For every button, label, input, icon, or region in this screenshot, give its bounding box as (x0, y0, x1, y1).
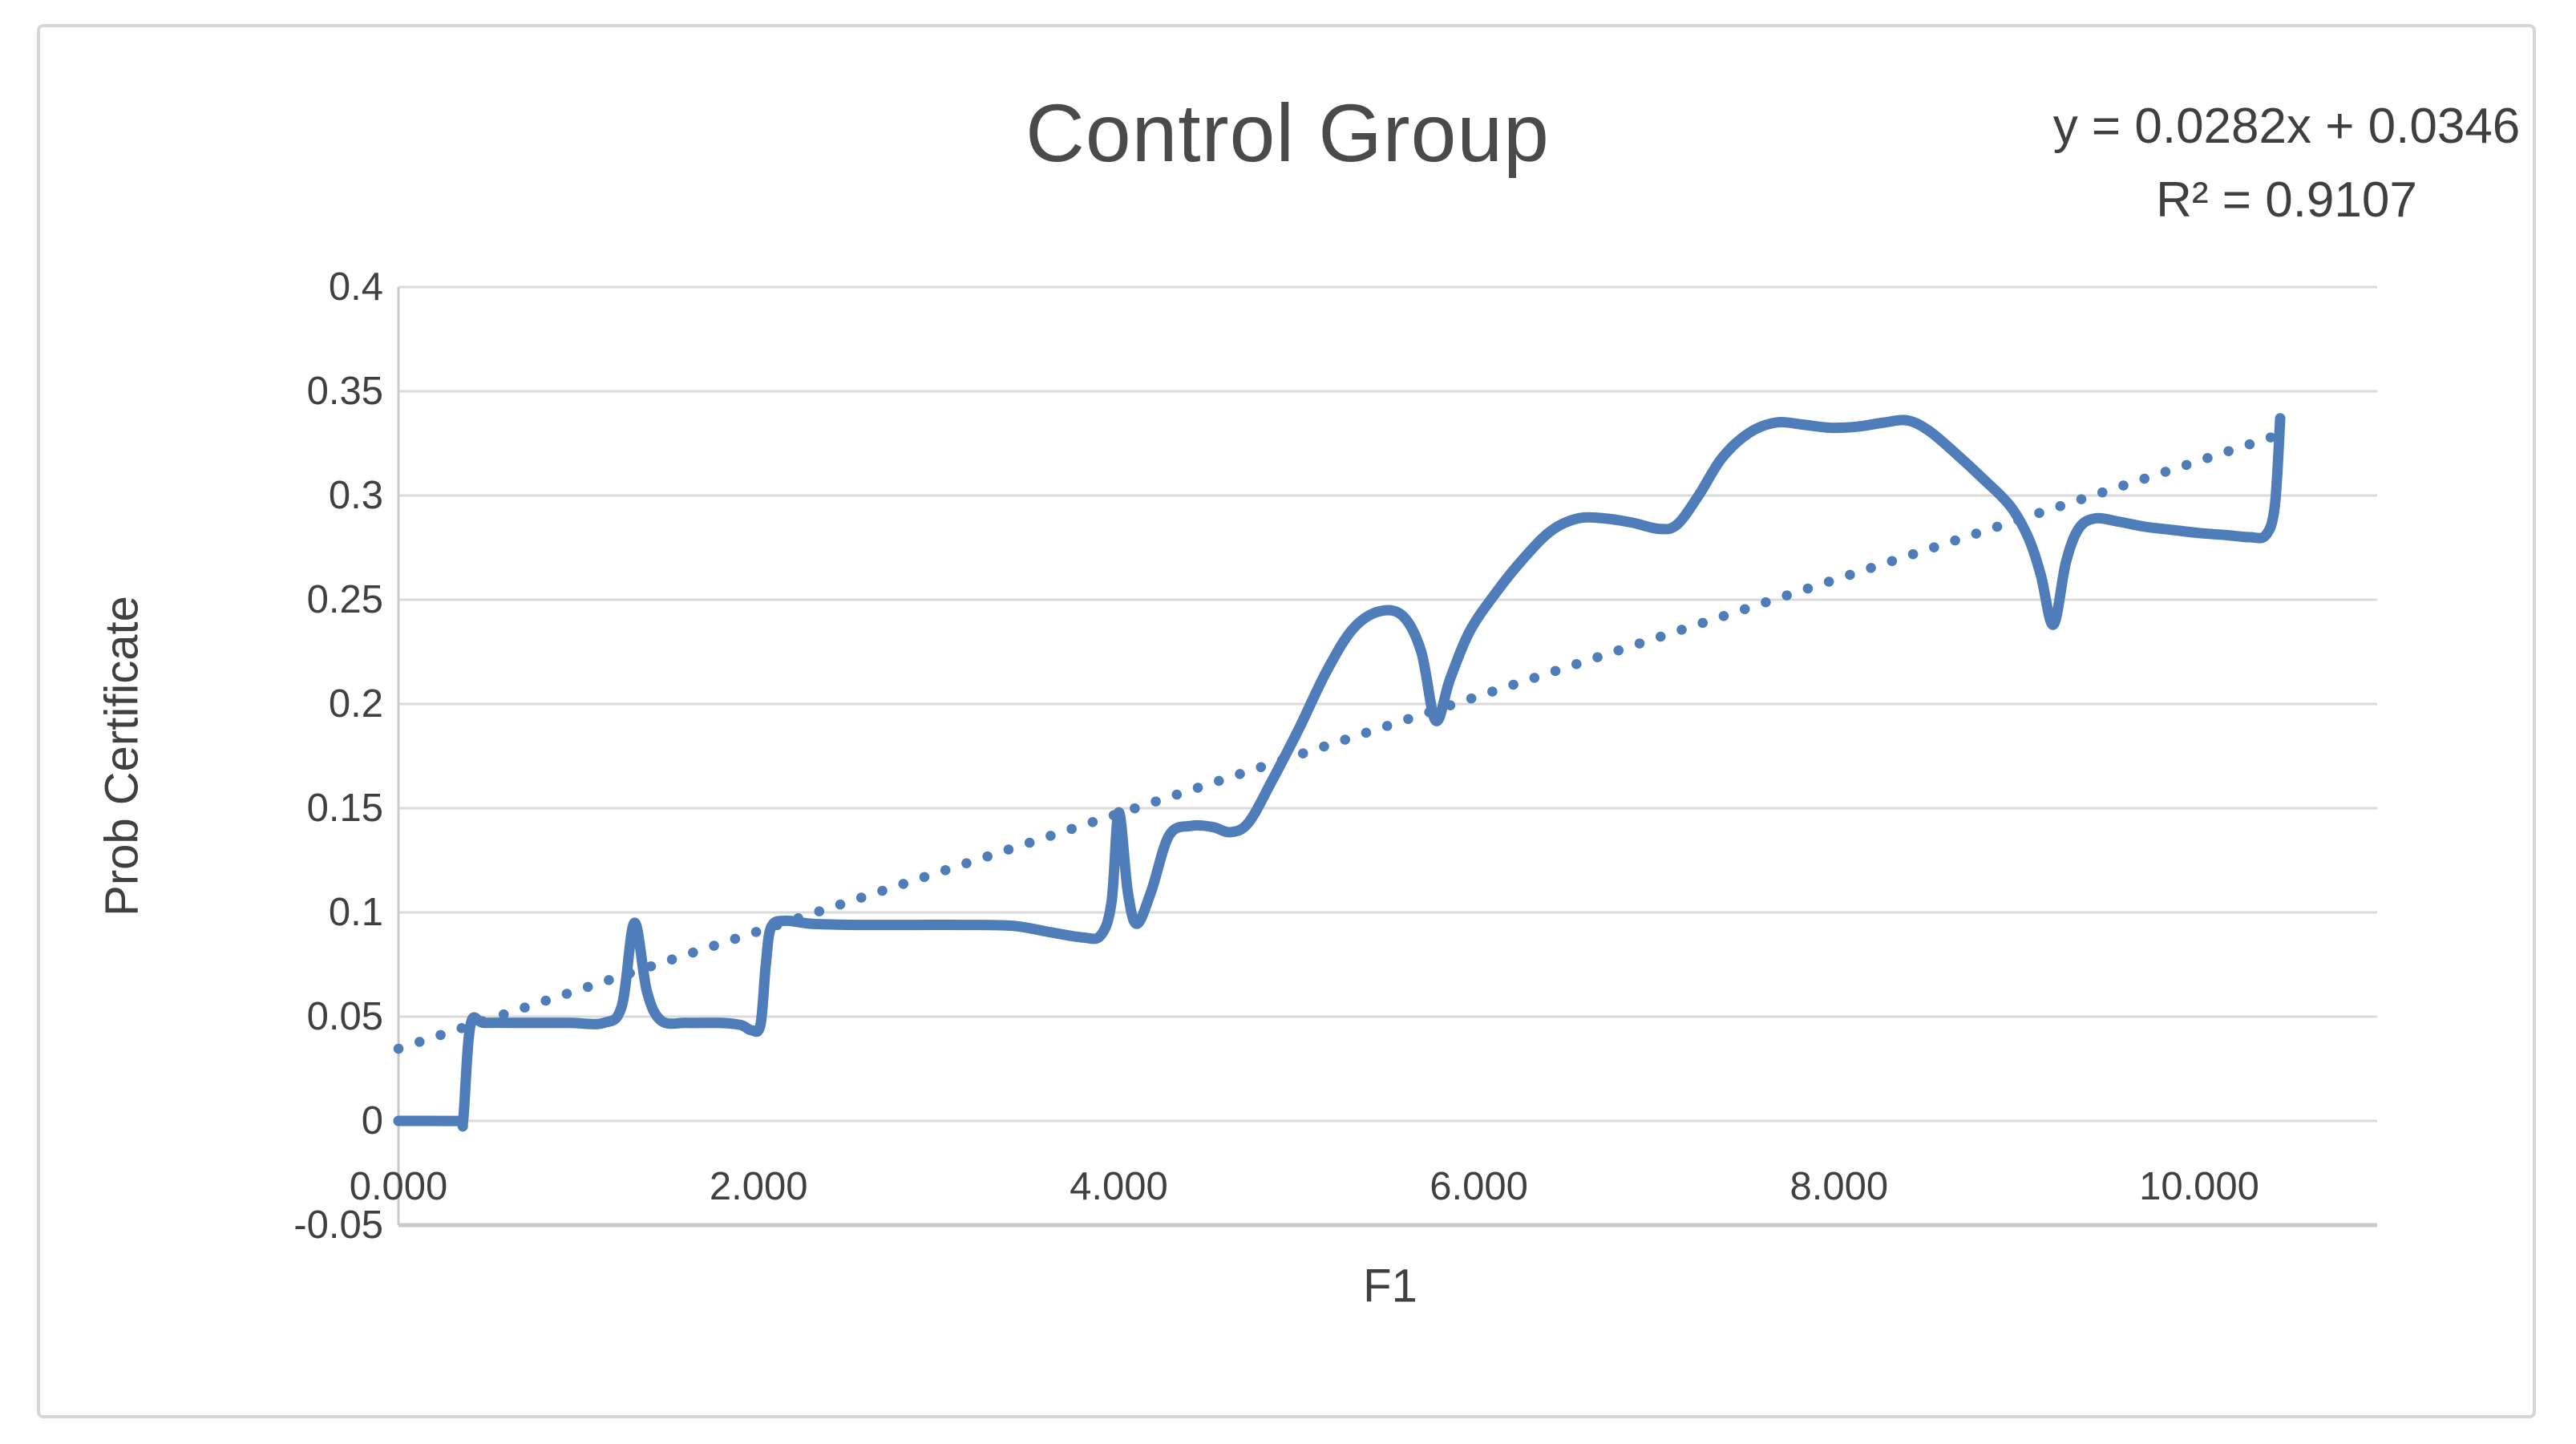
x-tick-label: 8.000 (1789, 1165, 1889, 1208)
y-tick-label: 0.1 (328, 891, 383, 934)
y-tick-label: 0.15 (306, 787, 383, 830)
x-tick-label: 4.000 (1070, 1165, 1168, 1208)
x-tick-label: 0.000 (349, 1165, 448, 1208)
x-tick-label: 10.000 (2139, 1165, 2259, 1208)
y-tick-label: 0.3 (328, 474, 383, 517)
trendline-equation-line: y = 0.0282x + 0.0346 (2052, 99, 2521, 154)
y-tick-label: 0.4 (328, 265, 383, 309)
y-tick-label: 0.05 (306, 995, 383, 1038)
chart-frame (37, 24, 2536, 1418)
x-tick-label: 2.000 (709, 1165, 808, 1208)
y-axis-title: Prob Certificate (95, 596, 148, 916)
trendline-equation: y = 0.0282x + 0.0346 R² = 0.9107 (2053, 90, 2521, 237)
y-tick-label: 0.2 (328, 682, 383, 726)
x-tick-label: 6.000 (1430, 1165, 1528, 1208)
y-tick-label: 0 (361, 1099, 383, 1143)
y-tick-label: -0.05 (293, 1203, 383, 1247)
x-axis-title: F1 (1363, 1260, 1417, 1313)
chart-title: Control Group (1025, 87, 1550, 179)
trendline-dotted (393, 431, 2280, 1054)
series-line (393, 413, 2286, 1132)
y-tick-label: 0.35 (306, 370, 383, 413)
y-tick-label: 0.25 (306, 578, 383, 621)
trendline-r-squared: R² = 0.9107 (2156, 172, 2417, 228)
